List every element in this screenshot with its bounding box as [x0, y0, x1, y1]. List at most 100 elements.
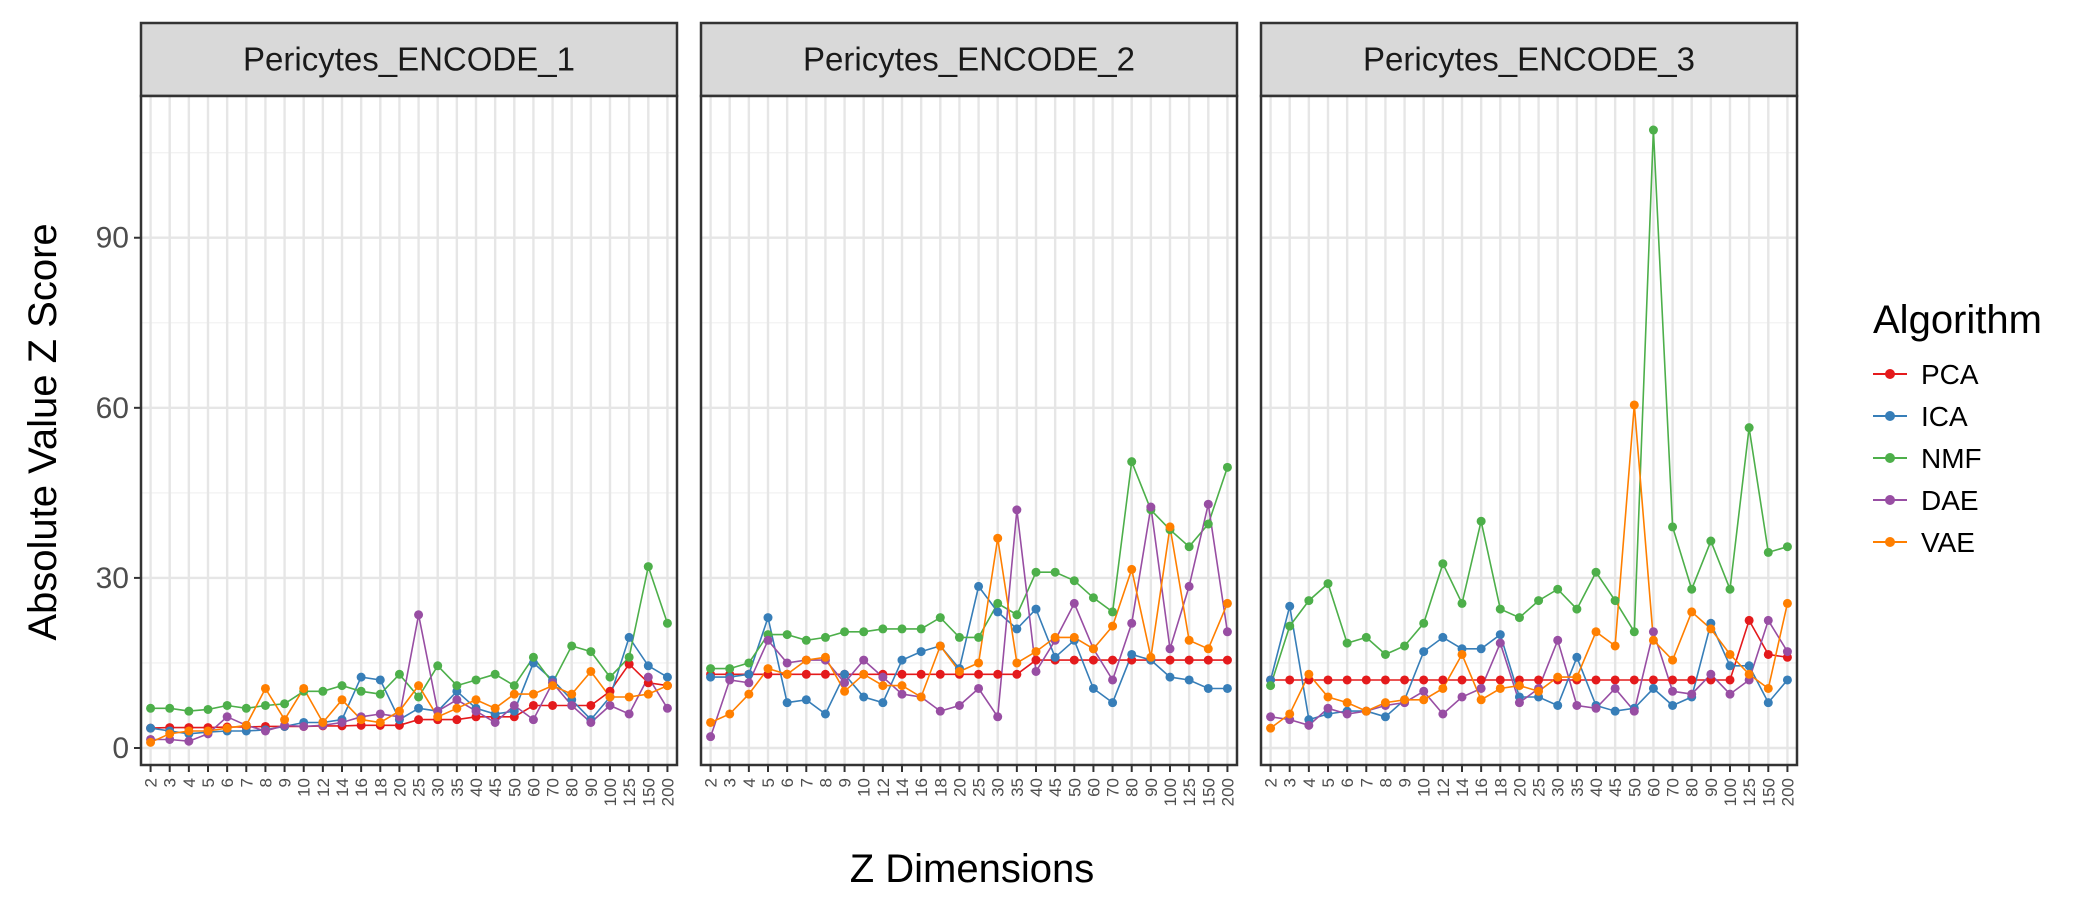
x-tick-label: 125 — [1740, 778, 1759, 806]
series-line-dae — [709, 504, 1229, 737]
legend-item-ica: ICA — [1873, 401, 1968, 432]
data-point-nmf — [433, 661, 443, 671]
series-line-nmf — [1269, 129, 1788, 686]
data-point-nmf — [725, 664, 735, 674]
data-point-nmf — [1012, 610, 1022, 620]
data-point-nmf — [1304, 596, 1314, 606]
data-point-ica — [1610, 706, 1620, 716]
x-tick-label: 12 — [314, 778, 333, 797]
data-point-vae — [1438, 683, 1448, 693]
data-point-dae — [1108, 675, 1118, 685]
data-point-dae — [375, 709, 385, 719]
data-point-nmf — [1222, 462, 1232, 472]
data-point-vae — [260, 683, 270, 693]
data-point-vae — [643, 689, 653, 699]
data-point-dae — [1438, 709, 1448, 719]
data-point-nmf — [662, 618, 672, 628]
data-point-vae — [897, 681, 907, 691]
data-point-pca — [1687, 675, 1697, 685]
series-line-vae — [710, 526, 1229, 724]
x-tick-label: 5 — [1319, 778, 1338, 787]
data-point-dae — [567, 700, 577, 710]
data-point-vae — [1687, 607, 1697, 617]
data-point-vae — [820, 652, 830, 662]
series-line-ica — [710, 584, 1228, 716]
data-point-nmf — [993, 598, 1003, 608]
x-tick-label: 25 — [970, 778, 989, 797]
data-point-vae — [337, 695, 347, 705]
data-point-vae — [1031, 647, 1041, 657]
data-point-nmf — [1108, 607, 1118, 617]
data-point-dae — [1553, 635, 1563, 645]
data-point-nmf — [1763, 547, 1773, 557]
x-tick-label: 6 — [218, 778, 237, 787]
data-point-dae — [993, 712, 1003, 722]
data-point-vae — [146, 737, 156, 747]
x-tick-label: 25 — [1530, 778, 1549, 797]
data-point-pca — [1476, 675, 1486, 685]
data-point-vae — [1361, 706, 1371, 716]
data-point-vae — [1763, 683, 1773, 693]
data-point-nmf — [840, 627, 850, 637]
panel-2: Pericytes_ENCODE_22 3 4 5 6 7 8 9 10 12 14 16 18 20 25… — [699, 21, 1239, 806]
data-point-dae — [1069, 598, 1079, 608]
data-point-ica — [1476, 644, 1486, 654]
x-tick-label: 40 — [1027, 778, 1046, 797]
data-point-vae — [452, 703, 462, 713]
data-point-dae — [1184, 581, 1194, 591]
facet-title: Pericytes_ENCODE_2 — [803, 41, 1135, 78]
data-point-nmf — [1476, 516, 1486, 526]
data-point-nmf — [394, 669, 404, 679]
data-point-dae — [1222, 627, 1232, 637]
data-point-ica — [1108, 698, 1118, 708]
data-point-dae — [744, 678, 754, 688]
x-tick-label: 6 — [1338, 778, 1357, 787]
data-point-ica — [643, 661, 653, 671]
x-tick-label: 12 — [874, 778, 893, 797]
data-point-pca — [1648, 675, 1658, 685]
x-tick-label: 9 — [836, 778, 855, 787]
data-point-vae — [567, 689, 577, 699]
x-tick-label: 2 — [702, 778, 721, 787]
data-point-nmf — [706, 664, 716, 674]
data-point-vae — [935, 641, 945, 651]
data-point-nmf — [954, 632, 964, 642]
data-point-nmf — [260, 700, 270, 710]
data-point-nmf — [1203, 519, 1213, 529]
data-point-nmf — [165, 703, 175, 713]
data-point-dae — [1629, 706, 1639, 716]
data-point-ica — [706, 672, 716, 682]
data-point-vae — [744, 689, 754, 699]
x-tick-label: 16 — [352, 778, 371, 797]
data-point-ica — [820, 709, 830, 719]
data-point-nmf — [1591, 567, 1601, 577]
data-point-nmf — [222, 700, 232, 710]
data-point-vae — [1400, 695, 1410, 705]
panel-3: Pericytes_ENCODE_32 3 4 5 6 7 8 9 10 12 14 16 18 20 25… — [1259, 21, 1799, 806]
legend-key-point — [1885, 495, 1895, 505]
data-point-nmf — [337, 681, 347, 691]
data-point-pca — [1088, 655, 1098, 665]
data-point-pca — [993, 669, 1003, 679]
data-point-vae — [624, 692, 634, 702]
x-tick-label: 150 — [1759, 778, 1778, 806]
data-point-pca — [1438, 675, 1448, 685]
data-point-vae — [1108, 621, 1118, 631]
data-point-pca — [1380, 675, 1390, 685]
legend: Algorithm PCA ICA NMF DAE VAE — [1873, 298, 2042, 558]
data-point-vae — [1127, 564, 1137, 574]
data-point-ica — [1763, 698, 1773, 708]
data-point-vae — [662, 681, 672, 691]
data-point-nmf — [452, 681, 462, 691]
data-point-nmf — [1514, 613, 1524, 623]
x-tick-label: 10 — [295, 778, 314, 797]
y-tick-label: 60 — [96, 392, 129, 425]
data-point-vae — [1744, 669, 1754, 679]
panel-border — [1259, 94, 1799, 767]
data-point-vae — [878, 681, 888, 691]
data-point-ica — [1438, 632, 1448, 642]
panel-border — [699, 94, 1239, 767]
data-point-nmf — [586, 647, 596, 657]
x-tick-label: 45 — [1046, 778, 1065, 797]
data-point-dae — [490, 717, 500, 727]
